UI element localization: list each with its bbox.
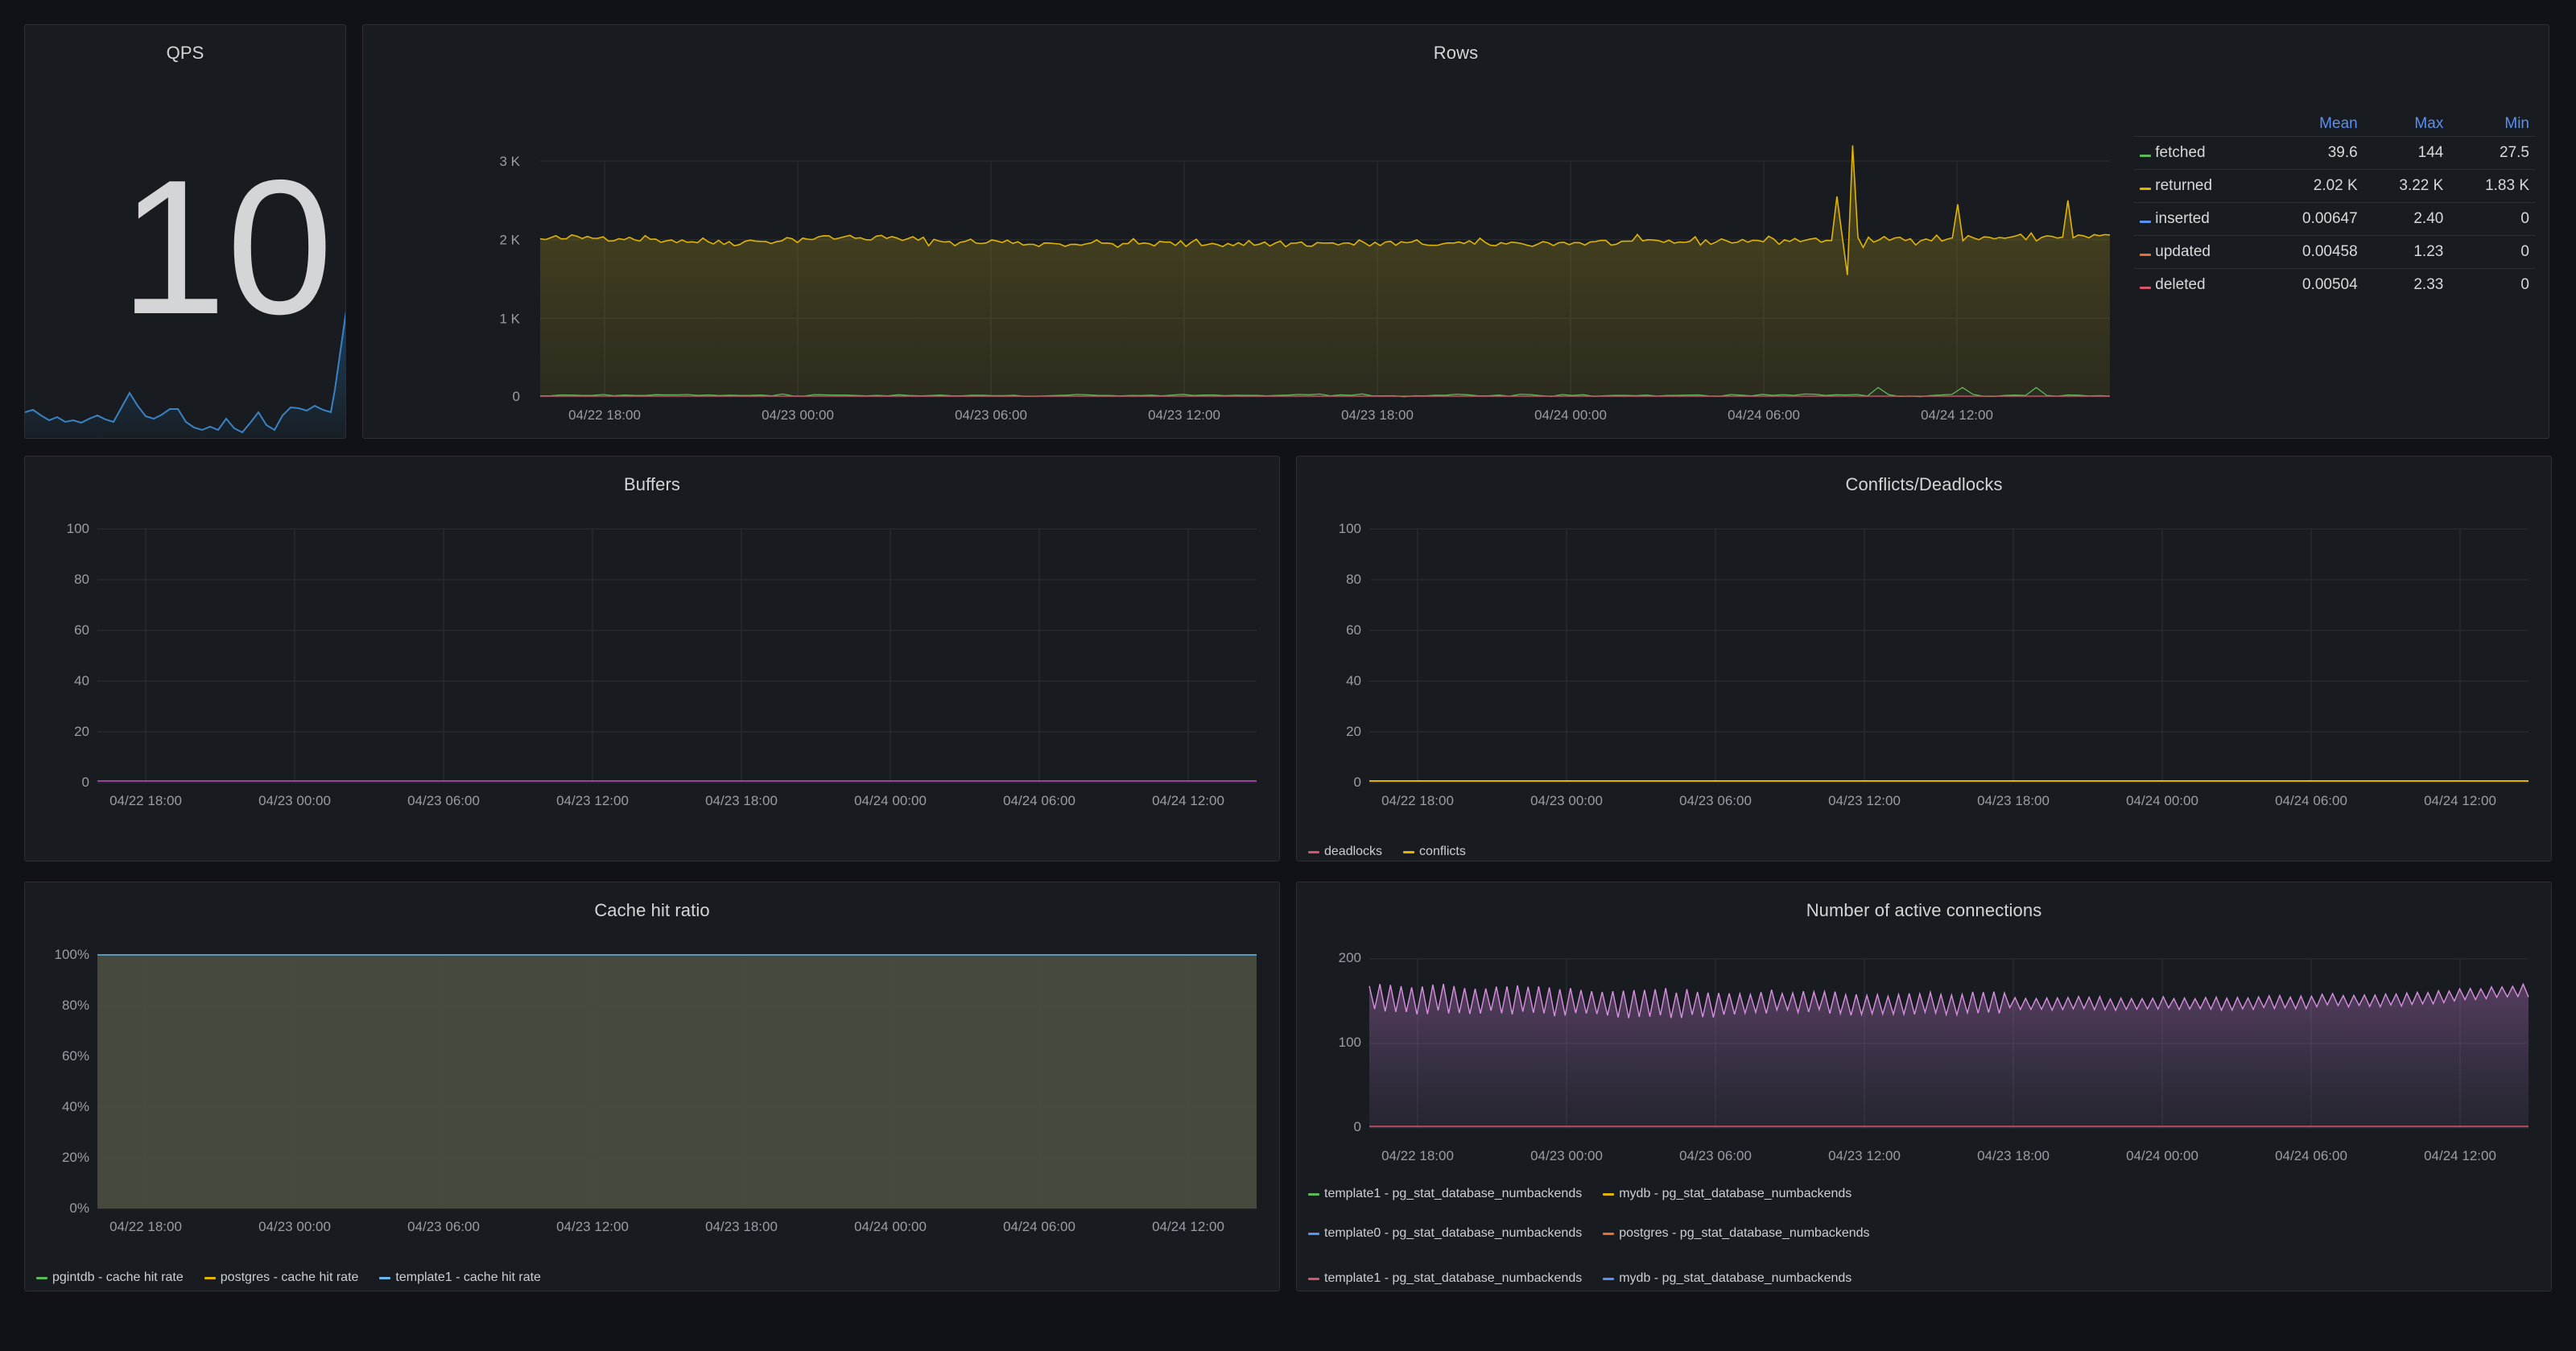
svg-text:04/24 12:00: 04/24 12:00: [2424, 793, 2496, 808]
svg-text:04/23 00:00: 04/23 00:00: [258, 793, 331, 808]
svg-text:04/23 18:00: 04/23 18:00: [1977, 1148, 2050, 1163]
svg-text:04/24 00:00: 04/24 00:00: [854, 793, 927, 808]
svg-text:04/23 12:00: 04/23 12:00: [1828, 1148, 1901, 1163]
svg-text:3 K: 3 K: [499, 154, 520, 169]
svg-text:04/22 18:00: 04/22 18:00: [1381, 1148, 1454, 1163]
svg-text:04/23 18:00: 04/23 18:00: [1341, 407, 1414, 423]
svg-text:04/22 18:00: 04/22 18:00: [1381, 793, 1454, 808]
svg-text:60%: 60%: [62, 1048, 89, 1064]
svg-text:0: 0: [82, 775, 89, 790]
svg-text:04/24 00:00: 04/24 00:00: [2126, 793, 2198, 808]
svg-text:0: 0: [1354, 1119, 1361, 1134]
svg-text:20: 20: [74, 724, 89, 739]
svg-text:40: 40: [1346, 673, 1361, 688]
svg-text:04/23 18:00: 04/23 18:00: [1977, 793, 2050, 808]
svg-text:04/23 00:00: 04/23 00:00: [1530, 1148, 1603, 1163]
svg-text:200: 200: [1339, 950, 1361, 965]
svg-text:20: 20: [1346, 724, 1361, 739]
svg-text:04/24 06:00: 04/24 06:00: [1728, 407, 1800, 423]
svg-text:1 K: 1 K: [499, 311, 520, 326]
svg-text:04/23 12:00: 04/23 12:00: [556, 793, 629, 808]
svg-text:04/24 12:00: 04/24 12:00: [2424, 1148, 2496, 1163]
svg-text:04/23 12:00: 04/23 12:00: [1828, 793, 1901, 808]
svg-text:04/23 00:00: 04/23 00:00: [258, 1219, 331, 1234]
svg-text:04/22 18:00: 04/22 18:00: [109, 793, 182, 808]
svg-text:2 K: 2 K: [499, 233, 520, 248]
svg-text:20%: 20%: [62, 1150, 89, 1165]
svg-text:100: 100: [67, 521, 89, 536]
svg-text:60: 60: [74, 622, 89, 638]
svg-text:04/23 06:00: 04/23 06:00: [1679, 1148, 1752, 1163]
svg-text:04/23 06:00: 04/23 06:00: [955, 407, 1027, 423]
svg-text:04/23 00:00: 04/23 00:00: [762, 407, 834, 423]
svg-text:04/23 18:00: 04/23 18:00: [705, 793, 778, 808]
svg-text:04/23 12:00: 04/23 12:00: [556, 1219, 629, 1234]
svg-text:04/24 00:00: 04/24 00:00: [854, 1219, 927, 1234]
svg-text:04/23 06:00: 04/23 06:00: [1679, 793, 1752, 808]
svg-text:04/24 06:00: 04/24 06:00: [2275, 793, 2347, 808]
svg-text:04/23 06:00: 04/23 06:00: [407, 793, 480, 808]
svg-text:0%: 0%: [69, 1200, 89, 1216]
svg-text:80%: 80%: [62, 998, 89, 1013]
svg-text:100: 100: [1339, 1035, 1361, 1050]
svg-text:04/24 06:00: 04/24 06:00: [1003, 1219, 1075, 1234]
svg-text:0: 0: [513, 389, 520, 404]
svg-text:80: 80: [1346, 572, 1361, 587]
svg-text:04/24 12:00: 04/24 12:00: [1152, 1219, 1224, 1234]
svg-text:04/22 18:00: 04/22 18:00: [109, 1219, 182, 1234]
svg-text:60: 60: [1346, 622, 1361, 638]
svg-text:04/23 00:00: 04/23 00:00: [1530, 793, 1603, 808]
svg-text:40%: 40%: [62, 1099, 89, 1114]
svg-text:04/24 00:00: 04/24 00:00: [2126, 1148, 2198, 1163]
svg-text:04/24 12:00: 04/24 12:00: [1152, 793, 1224, 808]
svg-text:04/24 00:00: 04/24 00:00: [1534, 407, 1607, 423]
svg-text:04/22 18:00: 04/22 18:00: [568, 407, 641, 423]
svg-text:100%: 100%: [55, 947, 89, 962]
svg-text:04/23 12:00: 04/23 12:00: [1148, 407, 1220, 423]
svg-text:04/24 12:00: 04/24 12:00: [1921, 407, 1993, 423]
svg-text:100: 100: [1339, 521, 1361, 536]
svg-text:04/23 06:00: 04/23 06:00: [407, 1219, 480, 1234]
svg-text:80: 80: [74, 572, 89, 587]
svg-text:0: 0: [1354, 775, 1361, 790]
svg-text:40: 40: [74, 673, 89, 688]
svg-text:04/24 06:00: 04/24 06:00: [1003, 793, 1075, 808]
svg-text:04/23 18:00: 04/23 18:00: [705, 1219, 778, 1234]
svg-text:04/24 06:00: 04/24 06:00: [2275, 1148, 2347, 1163]
